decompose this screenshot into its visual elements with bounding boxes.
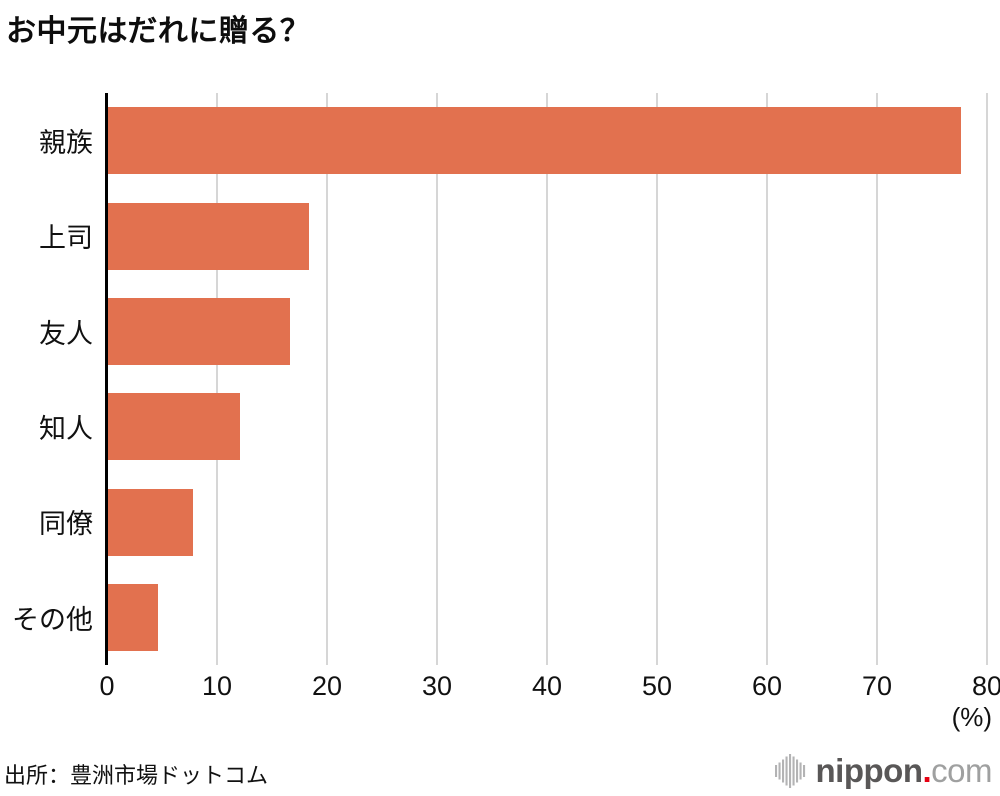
gridline-50 bbox=[656, 93, 658, 665]
x-axis-unit-label: (%) bbox=[951, 702, 992, 732]
source-note: 出所：豊洲市場ドットコム bbox=[4, 763, 269, 788]
bar-4 bbox=[108, 393, 240, 461]
soundwave-bars-icon bbox=[774, 754, 805, 788]
gridline-30 bbox=[436, 93, 438, 665]
category-label-4: 知人 bbox=[39, 414, 93, 445]
x-tick-label-30: 30 bbox=[421, 671, 453, 701]
logo-tld: com bbox=[931, 752, 992, 789]
x-tick-label-20: 20 bbox=[311, 671, 343, 701]
chart-title: お中元はだれに贈る？ bbox=[6, 15, 311, 48]
gridline-80 bbox=[986, 93, 988, 665]
logo-dot: . bbox=[922, 752, 932, 789]
bar-2 bbox=[108, 202, 310, 270]
x-tick-label-60: 60 bbox=[751, 671, 783, 701]
x-tick-label-80: 80 bbox=[971, 671, 1000, 701]
x-tick-label-40: 40 bbox=[531, 671, 563, 701]
gridline-40 bbox=[546, 93, 548, 665]
nippon-logo-text: nippon.com bbox=[815, 752, 993, 790]
bar-3 bbox=[108, 297, 290, 365]
gridline-20 bbox=[326, 93, 328, 665]
bar-5 bbox=[108, 488, 193, 556]
x-tick-label-0: 0 bbox=[99, 671, 115, 701]
bar-6 bbox=[108, 583, 158, 651]
bar-1 bbox=[108, 107, 961, 175]
logo-name: nippon bbox=[815, 752, 923, 789]
category-label-5: 同僚 bbox=[39, 509, 93, 540]
category-label-6: その他 bbox=[12, 604, 93, 635]
x-tick-label-70: 70 bbox=[861, 671, 893, 701]
category-label-2: 上司 bbox=[39, 223, 93, 254]
x-tick-label-10: 10 bbox=[201, 671, 233, 701]
gridline-70 bbox=[876, 93, 878, 665]
category-label-1: 親族 bbox=[39, 128, 93, 159]
x-tick-label-50: 50 bbox=[641, 671, 673, 701]
category-label-3: 友人 bbox=[39, 318, 93, 349]
y-axis-line bbox=[105, 93, 108, 665]
nippon-logo: nippon.com bbox=[774, 752, 993, 790]
gridline-10 bbox=[216, 93, 218, 665]
gridline-60 bbox=[766, 93, 768, 665]
